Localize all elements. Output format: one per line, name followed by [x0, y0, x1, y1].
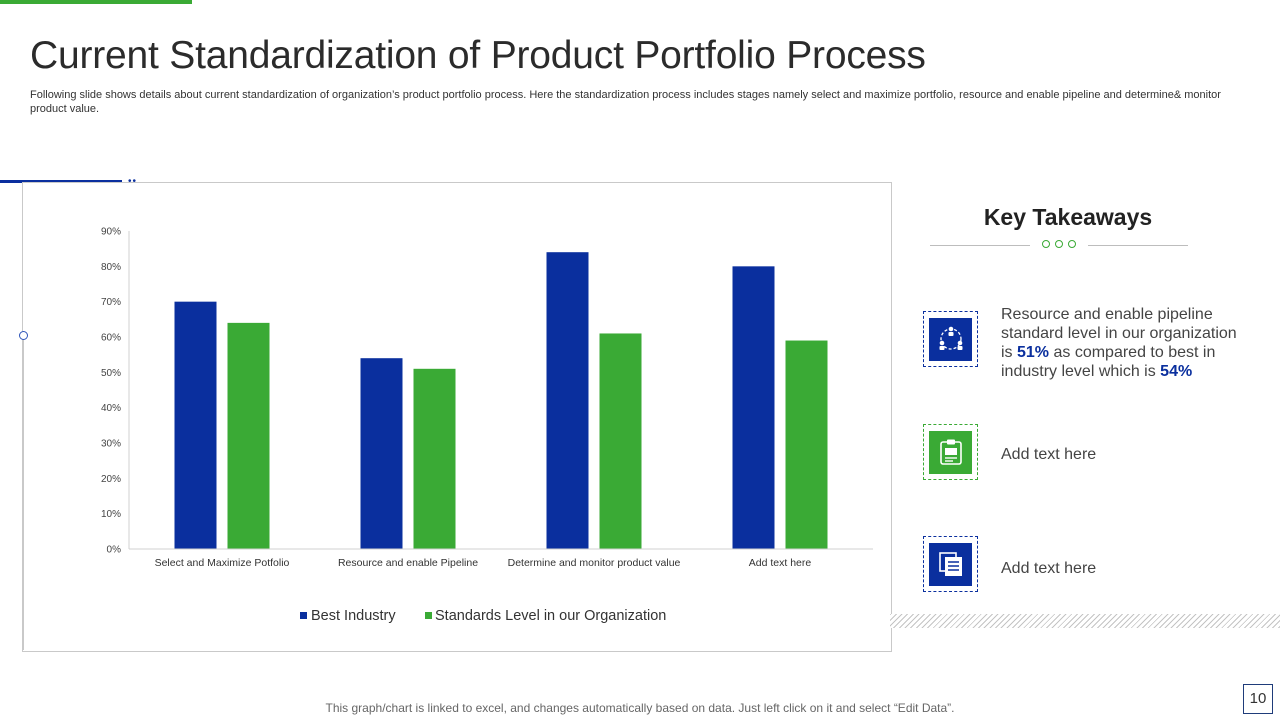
decorative-circle — [19, 331, 28, 340]
legend-marker[interactable] — [300, 612, 307, 619]
x-tick-label: Determine and monitor product value — [508, 557, 681, 569]
y-tick-label: 20% — [101, 474, 121, 485]
documents-icon-box — [923, 536, 978, 592]
bar-best-industry[interactable] — [360, 358, 403, 549]
bar-best-industry[interactable] — [174, 301, 217, 549]
bar-best-industry[interactable] — [732, 266, 775, 549]
bar-organization[interactable] — [785, 340, 828, 549]
bar-organization[interactable] — [599, 333, 642, 549]
slide-title: Current Standardization of Product Portf… — [30, 34, 926, 77]
clipboard-icon-box — [923, 424, 978, 480]
y-tick-label: 50% — [101, 368, 121, 379]
decorative-dots: •• — [128, 177, 137, 187]
top-accent-bar — [0, 0, 192, 4]
takeaway-1-text: Resource and enable pipeline standard le… — [1001, 306, 1237, 380]
y-tick-label: 30% — [101, 439, 121, 450]
divider-dots — [1042, 240, 1076, 248]
footer-note: This graph/chart is linked to excel, and… — [325, 701, 955, 715]
takeaway-2-text: Add text here — [1001, 446, 1097, 463]
y-tick-label: 80% — [101, 262, 121, 273]
divider-right — [1088, 245, 1188, 246]
bar-organization[interactable] — [413, 368, 456, 549]
takeaway-3-text: Add text here — [1001, 560, 1097, 577]
slide-subtitle: Following slide shows details about curr… — [30, 89, 1221, 115]
key-takeaways-title: Key Takeaways — [983, 204, 1153, 230]
org-level-value: 51% — [1017, 344, 1050, 361]
x-tick-label: Select and Maximize Potfolio — [155, 557, 290, 569]
team-cycle-icon — [939, 326, 962, 350]
decorative-vertical-line — [23, 340, 24, 650]
y-tick-label: 40% — [101, 403, 121, 414]
y-tick-label: 60% — [101, 333, 121, 344]
industry-level-value: 54% — [1160, 363, 1193, 380]
chart-panel[interactable]: 0% 10% 20% 30% 40% 50% 60% 70% 80% 90% Select and … — [22, 182, 892, 652]
x-tick-label: Add text here — [749, 557, 812, 569]
documents-icon — [938, 552, 962, 576]
legend-label[interactable]: Standards Level in our Organization — [435, 608, 666, 624]
hatch-decoration — [890, 614, 1280, 628]
legend-label[interactable]: Best Industry — [311, 608, 396, 624]
divider-left — [930, 245, 1030, 246]
y-tick-label: 0% — [107, 545, 122, 556]
legend-marker[interactable] — [425, 612, 432, 619]
y-tick-label: 70% — [101, 297, 121, 308]
decorative-line — [0, 180, 122, 183]
y-tick-label: 90% — [101, 227, 121, 238]
team-cycle-icon-box — [923, 311, 978, 367]
bar-organization[interactable] — [227, 322, 270, 549]
x-tick-label: Resource and enable Pipeline — [338, 557, 478, 569]
clipboard-icon — [939, 439, 962, 465]
bar-best-industry[interactable] — [546, 252, 589, 549]
y-tick-label: 10% — [101, 509, 121, 520]
bar-chart[interactable]: 0% 10% 20% 30% 40% 50% 60% 70% 80% 90% Select and … — [23, 183, 891, 651]
page-number: 10 — [1243, 684, 1273, 714]
